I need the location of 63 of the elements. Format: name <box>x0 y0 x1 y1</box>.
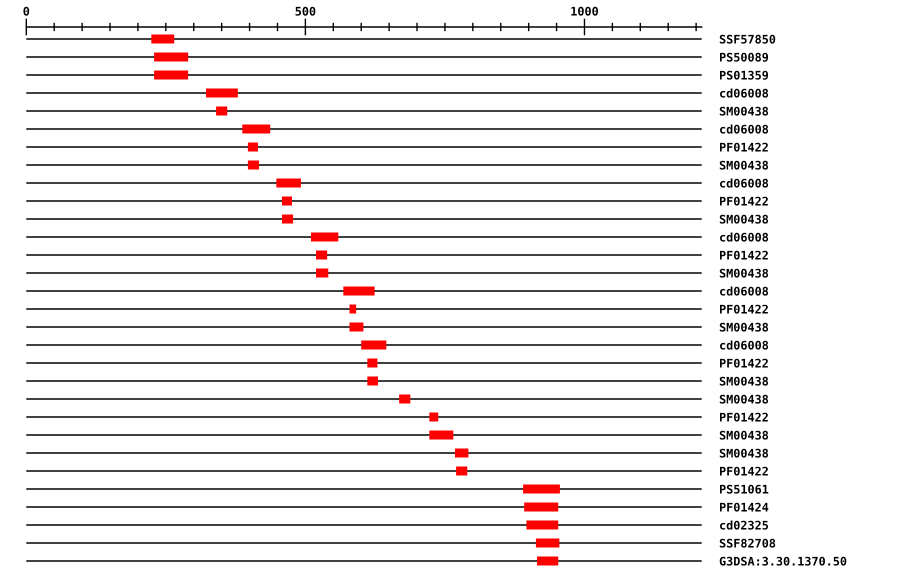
y-tick-label: cd06008 <box>720 232 768 242</box>
y-tick-label: SM00438 <box>720 430 768 440</box>
y-tick-label: SM00438 <box>720 214 768 224</box>
bar <box>154 52 188 62</box>
y-tick-label: SM00438 <box>720 106 768 116</box>
bar <box>524 502 558 512</box>
y-tick-label: PF01422 <box>720 250 768 260</box>
bar <box>216 106 228 116</box>
y-tick-label: SM00438 <box>720 268 768 278</box>
y-tick-label: cd06008 <box>720 88 768 98</box>
y-tick-label: SM00438 <box>720 448 768 458</box>
y-tick-label: SM00438 <box>720 376 768 386</box>
bar <box>248 142 258 152</box>
bar <box>537 556 558 566</box>
bar <box>361 340 386 350</box>
y-tick-label: PF01422 <box>720 358 768 368</box>
bar <box>248 160 260 170</box>
y-tick-label: SM00438 <box>720 322 768 332</box>
bar <box>242 124 270 134</box>
x-tick-label: 0 <box>23 6 30 16</box>
bar <box>316 250 328 260</box>
y-tick-label: SSF57850 <box>720 34 776 44</box>
bar <box>343 286 375 296</box>
bar <box>526 520 558 530</box>
bar <box>523 484 560 494</box>
bar <box>429 412 438 422</box>
bar <box>429 430 454 440</box>
bar <box>349 322 364 332</box>
y-tick-label: PS01359 <box>720 70 768 80</box>
bar <box>316 268 328 278</box>
bar <box>399 394 410 404</box>
y-tick-label: G3DSA:3.30.1370.50 <box>720 556 846 566</box>
y-tick-label: cd06008 <box>720 286 768 296</box>
y-tick-label: cd06008 <box>720 340 768 350</box>
y-tick-label: PF01422 <box>720 466 768 476</box>
bar <box>367 376 378 386</box>
x-tick-label: 1000 <box>571 6 598 16</box>
bar <box>276 178 301 188</box>
y-tick-label: PF01422 <box>720 304 768 314</box>
y-tick-label: PF01422 <box>720 142 768 152</box>
y-tick-label: SM00438 <box>720 394 768 404</box>
bar <box>349 304 356 314</box>
y-tick-label: PS51061 <box>720 484 768 494</box>
bar <box>456 466 468 476</box>
x-tick-label: 500 <box>296 6 316 16</box>
bar <box>536 538 560 548</box>
y-tick-label: PS50089 <box>720 52 768 62</box>
y-tick-label: cd06008 <box>720 178 768 188</box>
y-tick-label: cd06008 <box>720 124 768 134</box>
y-tick-label: cd02325 <box>720 520 768 530</box>
bar <box>151 34 174 44</box>
bar <box>367 358 378 368</box>
bar <box>282 196 292 206</box>
y-tick-label: SM00438 <box>720 160 768 170</box>
bar <box>206 88 238 98</box>
y-tick-label: SSF82708 <box>720 538 776 548</box>
y-tick-label: PF01424 <box>720 502 768 512</box>
y-tick-label: PF01422 <box>720 412 768 422</box>
bar <box>454 448 468 458</box>
bar <box>154 70 188 80</box>
bar <box>310 232 338 242</box>
bar <box>282 214 294 224</box>
y-tick-label: PF01422 <box>720 196 768 206</box>
